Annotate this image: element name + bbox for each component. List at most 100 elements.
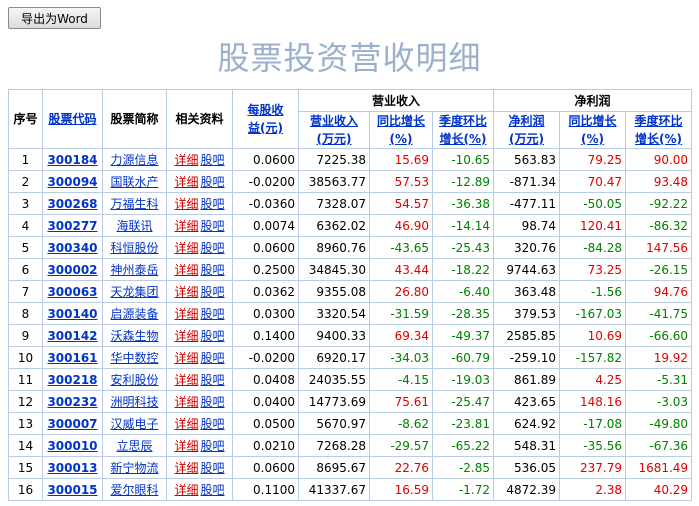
detail-link[interactable]: 详细 xyxy=(174,263,199,277)
header-revenue[interactable]: 营业收入 (万元) xyxy=(298,111,370,149)
stock-code-link[interactable]: 300094 xyxy=(47,174,98,189)
stock-name-link[interactable]: 神州泰岳 xyxy=(110,263,159,277)
stock-code-link[interactable]: 300277 xyxy=(47,218,98,233)
forum-link[interactable]: 股吧 xyxy=(200,285,225,299)
forum-link[interactable]: 股吧 xyxy=(200,241,225,255)
detail-link[interactable]: 详细 xyxy=(174,417,199,431)
detail-link[interactable]: 详细 xyxy=(174,175,199,189)
net-profit-yoy-cell: 10.69 xyxy=(559,324,627,347)
detail-link[interactable]: 详细 xyxy=(174,483,199,497)
net-profit-qoq-cell: -41.75 xyxy=(625,302,693,325)
revenue-yoy-cell: 43.44 xyxy=(369,258,433,281)
forum-link[interactable]: 股吧 xyxy=(200,175,225,189)
forum-link[interactable]: 股吧 xyxy=(200,417,225,431)
detail-link[interactable]: 详细 xyxy=(174,307,199,321)
forum-link[interactable]: 股吧 xyxy=(200,395,225,409)
net-profit-yoy-cell: 2.38 xyxy=(559,478,627,501)
table-row: 3 300268 万福生科 详细 股吧 -0.0360 7328.07 54.57 -36.38… xyxy=(8,192,693,215)
stock-code-link[interactable]: 300340 xyxy=(47,240,98,255)
header-net-profit-yoy[interactable]: 同比增长 (%) xyxy=(559,111,627,149)
stock-code-link[interactable]: 300142 xyxy=(47,328,98,343)
export-word-button[interactable]: 导出为Word xyxy=(8,7,101,29)
forum-link[interactable]: 股吧 xyxy=(200,219,225,233)
net-profit-yoy-cell: -1.56 xyxy=(559,280,627,303)
revenue-cell: 14773.69 xyxy=(298,390,370,413)
eps-cell: 0.1400 xyxy=(232,324,299,347)
forum-link[interactable]: 股吧 xyxy=(200,197,225,211)
detail-link[interactable]: 详细 xyxy=(174,373,199,387)
forum-link[interactable]: 股吧 xyxy=(200,461,225,475)
forum-link[interactable]: 股吧 xyxy=(200,153,225,167)
header-group-revenue: 营业收入 xyxy=(297,89,495,112)
detail-link[interactable]: 详细 xyxy=(174,351,199,365)
stock-code-link[interactable]: 300161 xyxy=(47,350,98,365)
detail-link[interactable]: 详细 xyxy=(174,329,199,343)
stock-name-link[interactable]: 洲明科技 xyxy=(110,395,159,409)
header-eps[interactable]: 每股收 益(元) xyxy=(232,89,299,149)
seq-cell: 1 xyxy=(8,148,43,171)
net-profit-yoy-cell: 4.25 xyxy=(559,368,627,391)
stock-name-link[interactable]: 安利股份 xyxy=(110,373,159,387)
stock-name-link[interactable]: 科恒股份 xyxy=(110,241,159,255)
detail-link[interactable]: 详细 xyxy=(174,197,199,211)
stock-name-link[interactable]: 天龙集团 xyxy=(110,285,159,299)
stock-name-link[interactable]: 万福生科 xyxy=(110,197,159,211)
detail-link[interactable]: 详细 xyxy=(174,241,199,255)
header-revenue-yoy[interactable]: 同比增长 (%) xyxy=(369,111,433,149)
stock-code-link[interactable]: 300218 xyxy=(47,372,98,387)
header-net-profit-qoq[interactable]: 季度环比 增长(%) xyxy=(625,111,693,149)
header-revenue-yoy-unit: (%) xyxy=(389,132,413,146)
net-profit-qoq-cell: 94.76 xyxy=(625,280,693,303)
forum-link[interactable]: 股吧 xyxy=(200,439,225,453)
stock-name-link[interactable]: 海联讯 xyxy=(116,219,153,233)
stock-code-link[interactable]: 300013 xyxy=(47,460,98,475)
net-profit-yoy-cell: 237.79 xyxy=(559,456,627,479)
revenue-qoq-cell: -14.14 xyxy=(431,214,495,237)
stock-code-link[interactable]: 300010 xyxy=(47,438,98,453)
header-revenue-qoq[interactable]: 季度环比 增长(%) xyxy=(431,111,495,149)
detail-link[interactable]: 详细 xyxy=(174,285,199,299)
stock-name-link[interactable]: 启源装备 xyxy=(110,307,159,321)
detail-link[interactable]: 详细 xyxy=(174,153,199,167)
net-profit-cell: 861.89 xyxy=(493,368,561,391)
stock-code-link[interactable]: 300063 xyxy=(47,284,98,299)
forum-link[interactable]: 股吧 xyxy=(200,329,225,343)
eps-cell: 0.1100 xyxy=(232,478,299,501)
seq-cell: 4 xyxy=(8,214,43,237)
forum-link[interactable]: 股吧 xyxy=(200,373,225,387)
net-profit-yoy-cell: -35.56 xyxy=(559,434,627,457)
stock-name-link[interactable]: 国联水产 xyxy=(110,175,159,189)
stock-name-link[interactable]: 力源信息 xyxy=(110,153,159,167)
forum-link[interactable]: 股吧 xyxy=(200,263,225,277)
stock-name-link[interactable]: 新宁物流 xyxy=(110,461,159,475)
net-profit-qoq-cell: -67.36 xyxy=(625,434,693,457)
header-net-profit-label: 净利润 xyxy=(508,114,545,128)
forum-link[interactable]: 股吧 xyxy=(200,483,225,497)
stock-name-link[interactable]: 立思辰 xyxy=(116,439,153,453)
revenue-cell: 7225.38 xyxy=(298,148,370,171)
name-cell: 神州泰岳 xyxy=(102,258,167,281)
forum-link[interactable]: 股吧 xyxy=(200,351,225,365)
header-net-profit[interactable]: 净利润 (万元) xyxy=(493,111,561,149)
name-cell: 安利股份 xyxy=(102,368,167,391)
net-profit-cell: 2585.85 xyxy=(493,324,561,347)
stock-name-link[interactable]: 华中数控 xyxy=(110,351,159,365)
stock-name-link[interactable]: 沃森生物 xyxy=(110,329,159,343)
stock-code-link[interactable]: 300184 xyxy=(47,152,98,167)
stock-code-link[interactable]: 300268 xyxy=(47,196,98,211)
stock-name-link[interactable]: 汉威电子 xyxy=(110,417,159,431)
detail-link[interactable]: 详细 xyxy=(174,395,199,409)
stock-code-link[interactable]: 300002 xyxy=(47,262,98,277)
detail-link[interactable]: 详细 xyxy=(174,439,199,453)
stock-code-link[interactable]: 300140 xyxy=(47,306,98,321)
detail-link[interactable]: 详细 xyxy=(174,219,199,233)
stock-code-link[interactable]: 300232 xyxy=(47,394,98,409)
stock-name-link[interactable]: 爱尔眼科 xyxy=(110,483,159,497)
detail-link[interactable]: 详细 xyxy=(174,461,199,475)
stock-code-link[interactable]: 300007 xyxy=(47,416,98,431)
forum-link[interactable]: 股吧 xyxy=(200,307,225,321)
header-net-profit-qoq-label: 季度环比 xyxy=(634,114,683,128)
header-stock-code[interactable]: 股票代码 xyxy=(42,89,103,149)
revenue-qoq-cell: -1.72 xyxy=(431,478,495,501)
stock-code-link[interactable]: 300015 xyxy=(47,482,98,497)
